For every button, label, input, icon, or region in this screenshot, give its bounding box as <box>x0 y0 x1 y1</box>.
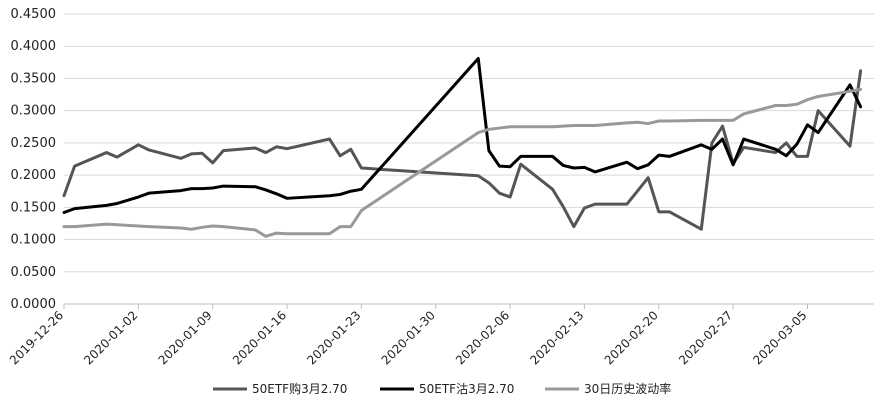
legend-label-3: 30日历史波动率 <box>584 381 671 396</box>
x-tick-label: 2020-01-02 <box>81 308 140 367</box>
y-tick-label: 0.4000 <box>11 39 57 54</box>
x-tick-label: 2020-02-06 <box>453 308 512 367</box>
x-tick-label: 2020-02-20 <box>602 308 661 367</box>
y-tick-label: 0.2500 <box>11 136 57 151</box>
legend: 50ETF购3月2.70 50ETF沽3月2.70 30日历史波动率 <box>213 381 671 396</box>
x-tick-label: 2020-01-16 <box>230 308 289 367</box>
y-tick-label: 0.1500 <box>11 200 57 215</box>
y-tick-labels: 0.0000 0.0500 0.1000 0.1500 0.2000 0.2500 0.30… <box>11 7 57 312</box>
x-tick-labels: 2019-12-26 2020-01-02 2020-01-09 2020-01-16… <box>7 308 810 367</box>
x-tick-label: 2020-01-09 <box>156 308 215 367</box>
legend-label-2: 50ETF沽3月2.70 <box>419 382 514 396</box>
x-tick-label: 2020-03-05 <box>750 308 809 367</box>
legend-label-1: 50ETF购3月2.70 <box>252 381 347 396</box>
grid <box>64 13 874 273</box>
x-tick-label: 2019-12-26 <box>7 308 66 367</box>
y-tick-label: 0.0000 <box>11 297 57 312</box>
series-line-2 <box>62 56 863 214</box>
series-line-1 <box>62 69 863 231</box>
x-tick-label: 2020-02-13 <box>527 308 586 367</box>
y-tick-label: 0.3000 <box>11 104 57 119</box>
y-tick-label: 0.3500 <box>11 71 57 86</box>
y-tick-label: 0.1000 <box>11 233 57 248</box>
x-tick-label: 2020-02-27 <box>676 308 735 367</box>
series-line-3 <box>62 87 863 238</box>
y-tick-label: 0.4500 <box>11 7 57 22</box>
x-tick-label: 2020-01-23 <box>304 308 363 367</box>
axes <box>63 303 874 309</box>
x-tick-label: 2020-01-30 <box>379 308 438 367</box>
y-tick-label: 0.0500 <box>11 265 57 280</box>
y-tick-label: 0.2000 <box>11 168 57 183</box>
series-lines <box>62 56 863 238</box>
